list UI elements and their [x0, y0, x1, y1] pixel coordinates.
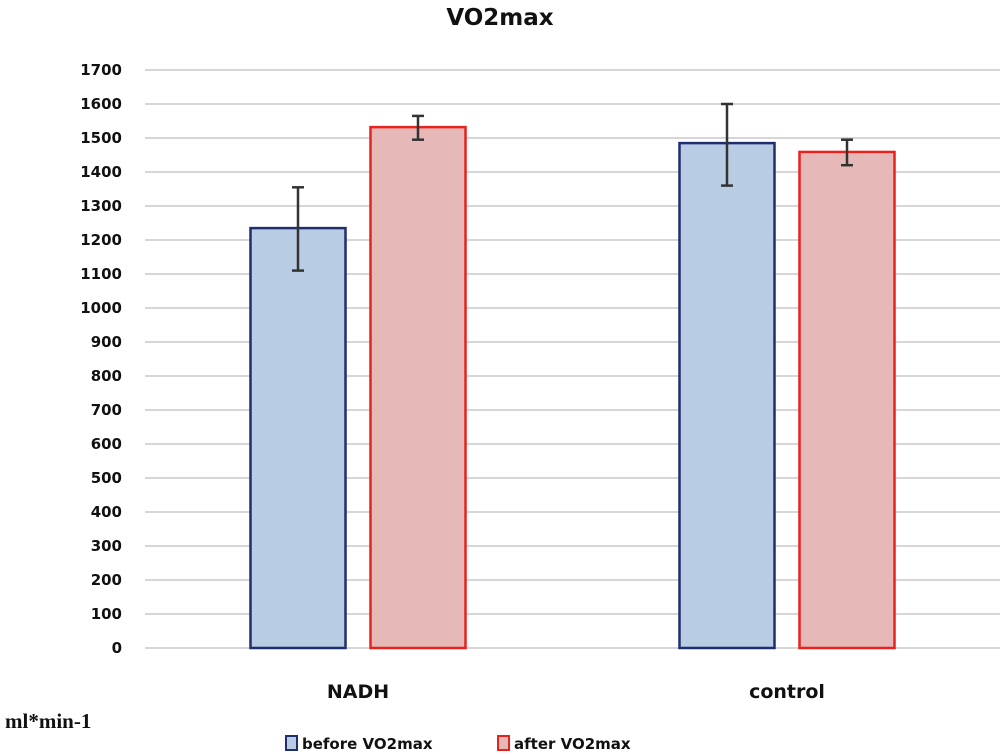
y-tick-label: 1000: [80, 299, 122, 317]
y-tick-label: 600: [91, 435, 122, 453]
y-tick-label: 1100: [80, 265, 122, 283]
y-tick-label: 1300: [80, 197, 122, 215]
y-tick-label: 300: [91, 537, 122, 555]
error-bar: [412, 114, 424, 141]
y-tick-label: 800: [91, 367, 122, 385]
category-label: NADH: [327, 681, 389, 703]
y-tick-label: 900: [91, 333, 122, 351]
y-tick-label: 1400: [80, 163, 122, 181]
category-labels: NADH control: [327, 681, 825, 703]
error-bars: [292, 102, 853, 272]
error-bar: [292, 186, 304, 272]
category-label: control: [749, 681, 825, 703]
bar-before: [678, 141, 776, 650]
bars: [249, 125, 896, 650]
legend-label: after VO2max: [514, 735, 631, 753]
y-tick-label: 1500: [80, 129, 122, 147]
legend: before VO2max after VO2max: [285, 735, 631, 753]
bar-before: [249, 226, 347, 650]
y-tick-label: 400: [91, 503, 122, 521]
y-tick-label: 200: [91, 571, 122, 589]
error-bar: [841, 138, 853, 167]
y-tick-label: 1600: [80, 95, 122, 113]
bar-after: [369, 125, 467, 650]
y-tick-label: 100: [91, 605, 122, 623]
chart-title: VO2max: [446, 5, 553, 31]
y-tick-label: 500: [91, 469, 122, 487]
y-tick-label: 1700: [80, 61, 122, 79]
legend-item: after VO2max: [497, 735, 631, 753]
error-bar: [721, 102, 733, 187]
y-tick-label: 1200: [80, 231, 122, 249]
legend-item: before VO2max: [285, 735, 433, 753]
y-tick-label: 0: [112, 639, 122, 657]
y-tick-label: 700: [91, 401, 122, 419]
legend-swatch: [497, 735, 510, 751]
legend-swatch: [285, 735, 298, 751]
y-axis-unit-label: ml*min-1: [5, 709, 91, 733]
legend-label: before VO2max: [302, 735, 433, 753]
y-tick-labels: 0 100 200 300 400 500 600 700 800 900 1000 1100 1200…: [80, 61, 122, 657]
bar-after: [798, 150, 896, 650]
